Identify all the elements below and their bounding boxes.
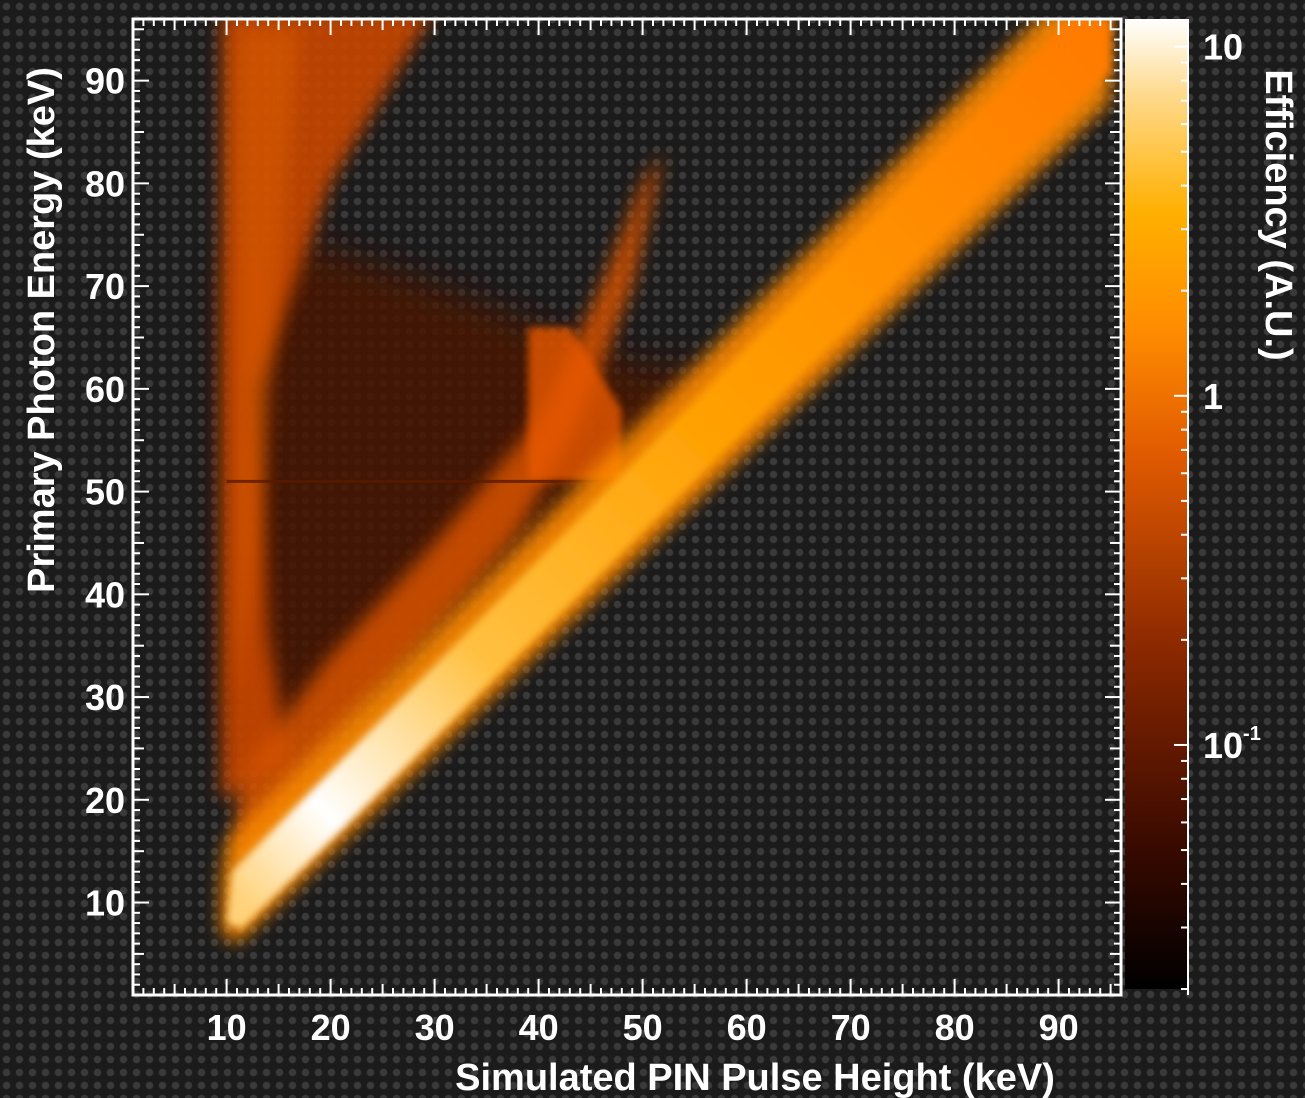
y-tick-label: 80 [85, 163, 125, 204]
x-tick-label: 40 [519, 1007, 559, 1048]
colorbar-tick-label: 10-1 [1203, 723, 1261, 766]
colorbar-tick-label: 10 [1203, 27, 1243, 68]
y-axis-label: Primary Photon Energy (keV) [21, 67, 63, 593]
x-tick-label: 90 [1039, 1007, 1079, 1048]
x-tick-label: 10 [207, 1007, 247, 1048]
y-tick-label: 30 [85, 677, 125, 718]
heatmap-image [221, 19, 1111, 944]
colorbar-label: Efficiency (A.U.) [1257, 69, 1299, 360]
k-edge-patch [528, 327, 622, 482]
x-tick-label: 30 [415, 1007, 455, 1048]
y-tick-label: 50 [85, 472, 125, 513]
escape-band [237, 152, 664, 862]
x-tick-label: 70 [831, 1007, 871, 1048]
y-tick-label: 70 [85, 266, 125, 307]
plot-frame [131, 17, 1123, 997]
colorbar-tick-label: 1 [1203, 376, 1223, 417]
x-tick-label: 50 [623, 1007, 663, 1048]
x-axis-ticks: 10 20 30 40 50 60 70 80 90 [142, 19, 1112, 1048]
y-tick-label: 10 [85, 883, 125, 924]
y-tick-label: 40 [85, 574, 125, 615]
photopeak-band [226, 19, 1111, 929]
y-tick-label: 90 [85, 61, 125, 102]
y-axis-ticks: 10 20 30 40 50 60 70 80 90 [85, 28, 1121, 986]
x-tick-label: 80 [935, 1007, 975, 1048]
low-energy-tail-core [237, 29, 300, 698]
x-axis-label: Simulated PIN Pulse Height (keV) [455, 1057, 1055, 1098]
plot-area: 10 20 30 40 50 60 70 80 90 10 20 30 40 50 60 70 80 90 [85, 17, 1123, 1048]
colorbar-tick-exponent: -1 [1243, 723, 1261, 745]
y-tick-label: 20 [85, 780, 125, 821]
colorbar: 10 1 10-1 Efficiency (A.U.) [1125, 19, 1299, 995]
colorbar-gradient [1125, 19, 1188, 989]
x-tick-label: 60 [727, 1007, 767, 1048]
x-tick-label: 20 [311, 1007, 351, 1048]
y-tick-label: 60 [85, 369, 125, 410]
